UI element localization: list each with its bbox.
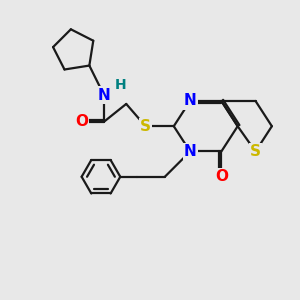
Text: S: S	[250, 144, 261, 159]
Text: O: O	[75, 114, 88, 129]
Text: H: H	[115, 78, 126, 92]
Text: N: N	[184, 94, 196, 109]
Text: N: N	[98, 88, 110, 103]
Text: N: N	[184, 144, 196, 159]
Text: O: O	[215, 169, 228, 184]
Text: S: S	[140, 119, 151, 134]
